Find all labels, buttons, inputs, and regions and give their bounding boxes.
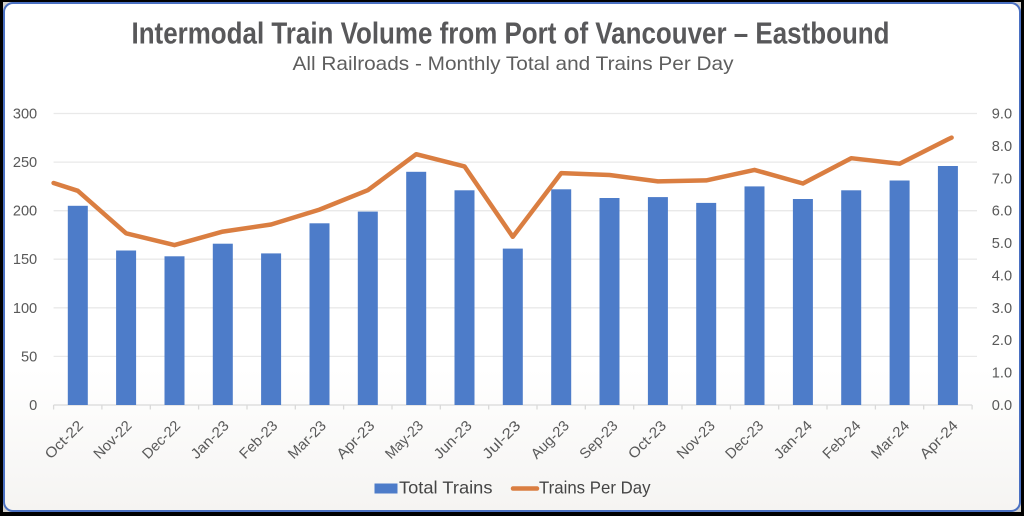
svg-text:5.0: 5.0: [992, 236, 1012, 252]
svg-text:250: 250: [13, 155, 37, 171]
svg-text:Trains Per Day: Trains Per Day: [539, 478, 651, 498]
svg-text:3.0: 3.0: [992, 301, 1012, 317]
svg-text:150: 150: [13, 252, 37, 268]
svg-text:0.0: 0.0: [992, 398, 1012, 414]
svg-text:200: 200: [13, 204, 37, 220]
svg-text:9.0: 9.0: [992, 107, 1012, 123]
svg-text:Total Trains: Total Trains: [399, 478, 493, 498]
svg-text:6.0: 6.0: [992, 204, 1012, 220]
svg-text:100: 100: [13, 301, 37, 317]
svg-text:7.0: 7.0: [992, 171, 1012, 187]
svg-text:300: 300: [13, 107, 37, 123]
svg-text:50: 50: [21, 349, 37, 365]
svg-text:4.0: 4.0: [992, 268, 1012, 284]
svg-text:8.0: 8.0: [992, 139, 1012, 155]
svg-text:Intermodal Train Volume from P: Intermodal Train Volume from Port of Van…: [132, 16, 890, 51]
svg-text:0: 0: [29, 398, 37, 414]
svg-text:All Railroads - Monthly Total: All Railroads - Monthly Total and Trains…: [293, 53, 734, 75]
svg-text:2.0: 2.0: [992, 333, 1012, 349]
svg-text:1.0: 1.0: [992, 366, 1012, 382]
